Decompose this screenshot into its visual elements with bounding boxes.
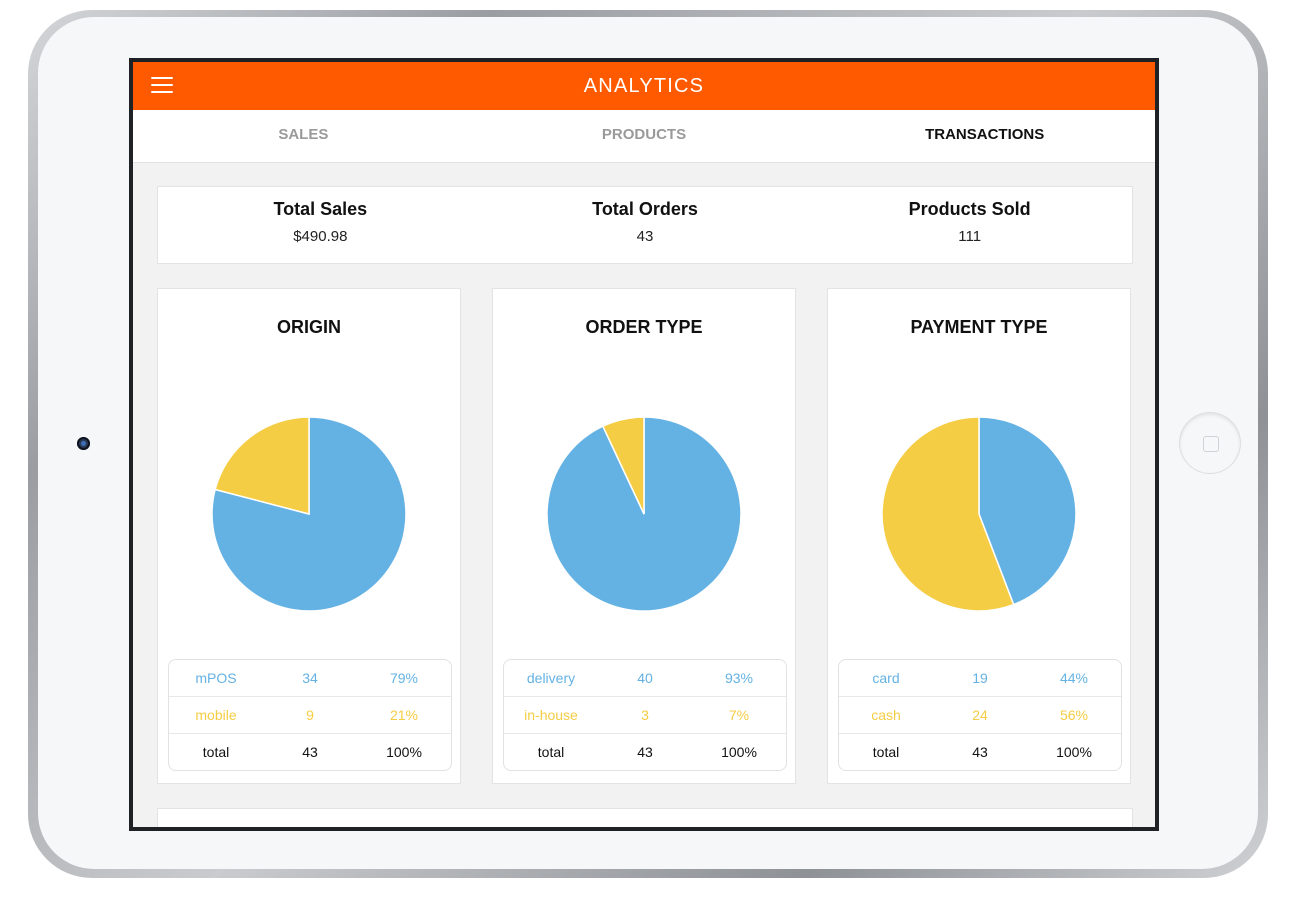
- legend-count: 40: [637, 670, 653, 686]
- origin-card: ORIGIN mPOS 34 79% mobile 9 21% total 43…: [157, 288, 461, 784]
- legend-percent: 100%: [721, 744, 757, 760]
- stat-value: 111: [958, 228, 982, 245]
- tab-sales[interactable]: SALES: [278, 126, 329, 143]
- stat-label: Total Orders: [592, 199, 698, 219]
- legend-label: in-house: [524, 707, 578, 723]
- legend-row: delivery 40 93%: [504, 660, 786, 697]
- legend-label: total: [202, 744, 230, 760]
- tab-transactions[interactable]: TRANSACTIONS: [925, 126, 1045, 143]
- payment-type-pie-chart: [881, 416, 1077, 612]
- app-title: ANALYTICS: [583, 75, 705, 97]
- legend-total-row: total 43 100%: [839, 734, 1121, 770]
- pie-slice-card: [978, 416, 1077, 606]
- stat-label: Total Sales: [273, 199, 368, 219]
- legend-percent: 79%: [389, 670, 419, 686]
- origin-legend-table: mPOS 34 79% mobile 9 21% total 43 100%: [168, 659, 452, 771]
- legend-row: in-house 3 7%: [504, 697, 786, 734]
- legend-count: 19: [972, 670, 988, 686]
- order-type-pie-chart: [546, 416, 742, 612]
- legend-percent: 100%: [1056, 744, 1092, 760]
- legend-count: 43: [637, 744, 653, 760]
- app-bar: ANALYTICS: [133, 62, 1155, 110]
- legend-row: card 19 44%: [839, 660, 1121, 697]
- legend-count: 43: [972, 744, 988, 760]
- pie-slice-mobile: [214, 416, 310, 515]
- legend-total-row: total 43 100%: [169, 734, 451, 770]
- card-title: PAYMENT TYPE: [910, 317, 1048, 337]
- stat-total-orders: Total Orders 43: [483, 187, 808, 263]
- payment-type-legend-table: card 19 44% cash 24 56% total 43 100%: [838, 659, 1122, 771]
- camera-icon: [77, 437, 90, 450]
- legend-percent: 44%: [1059, 670, 1089, 686]
- legend-label: delivery: [526, 670, 576, 686]
- pie-slice-cash: [881, 416, 1015, 612]
- legend-label: cash: [871, 707, 901, 723]
- legend-row: mPOS 34 79%: [169, 660, 451, 697]
- payment-type-card: PAYMENT TYPE card 19 44% cash 24 56% tot…: [827, 288, 1131, 784]
- card-title: ORDER TYPE: [585, 317, 703, 337]
- legend-count: 34: [302, 670, 318, 686]
- legend-row: cash 24 56%: [839, 697, 1121, 734]
- legend-percent: 100%: [386, 744, 422, 760]
- legend-label: total: [872, 744, 900, 760]
- order-type-card: ORDER TYPE delivery 40 93% in-house 3 7%…: [492, 288, 796, 784]
- legend-percent: 56%: [1059, 707, 1089, 723]
- origin-pie-chart: [211, 416, 407, 612]
- stat-label: Products Sold: [908, 199, 1031, 219]
- legend-count: 3: [641, 707, 649, 723]
- legend-percent: 93%: [724, 670, 754, 686]
- card-title: ORIGIN: [276, 317, 341, 337]
- tab-products[interactable]: PRODUCTS: [601, 126, 687, 143]
- hamburger-menu-icon[interactable]: [151, 77, 173, 95]
- home-square-icon: [1203, 436, 1219, 452]
- legend-label: card: [872, 670, 900, 686]
- legend-percent: 7%: [728, 707, 750, 723]
- app-screen: ANALYTICS SALES PRODUCTS TRANSACTIONS To…: [129, 58, 1159, 831]
- stat-value: $490.98: [293, 228, 348, 245]
- stat-products-sold: Products Sold 111: [807, 187, 1132, 263]
- pie-slice-mpos: [211, 416, 407, 612]
- next-card-partial: [157, 808, 1133, 827]
- legend-label: mobile: [195, 707, 237, 723]
- legend-row: mobile 9 21%: [169, 697, 451, 734]
- legend-label: total: [537, 744, 565, 760]
- legend-label: mPOS: [195, 670, 237, 686]
- order-type-legend-table: delivery 40 93% in-house 3 7% total 43 1…: [503, 659, 787, 771]
- stat-value: 43: [636, 228, 654, 245]
- home-button[interactable]: [1180, 413, 1240, 473]
- legend-count: 24: [972, 707, 988, 723]
- summary-card: Total Sales $490.98 Total Orders 43 Prod…: [157, 186, 1133, 264]
- pie-slice-in-house: [601, 416, 645, 515]
- legend-total-row: total 43 100%: [504, 734, 786, 770]
- legend-percent: 21%: [389, 707, 419, 723]
- tab-bar: SALES PRODUCTS TRANSACTIONS: [133, 110, 1155, 163]
- stat-total-sales: Total Sales $490.98: [158, 187, 483, 263]
- legend-count: 43: [302, 744, 318, 760]
- legend-count: 9: [306, 707, 314, 723]
